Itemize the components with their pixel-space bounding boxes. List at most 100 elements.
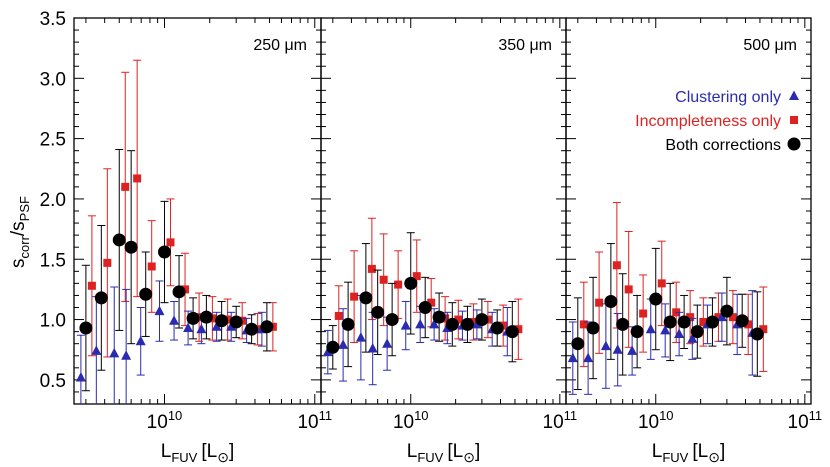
both-point (432, 310, 446, 324)
both-point (186, 311, 200, 325)
both-point (720, 304, 734, 318)
both-point (445, 317, 459, 331)
incompleteness-point (595, 298, 604, 307)
x-label-sun: ⊙ (463, 449, 475, 465)
y-tick-label: 0.5 (40, 371, 66, 392)
clustering-point (75, 371, 86, 382)
x-label-sub: FUV (417, 450, 443, 465)
y-label-sep: /s (8, 221, 29, 236)
panel-frame (320, 17, 567, 405)
x-label-unit: [L (201, 441, 217, 462)
both-point (139, 287, 153, 301)
both-point (690, 325, 704, 339)
incompleteness-point (728, 313, 737, 322)
both-point (677, 315, 691, 329)
x-tick-exp: 11 (564, 408, 578, 423)
x-tick-base: 10 (393, 412, 414, 433)
clustering-point (415, 318, 426, 329)
y-tick-label: 2.5 (40, 130, 66, 151)
x-tick-exp: 10 (168, 408, 182, 423)
panel-frame (565, 17, 812, 405)
both-point (79, 321, 93, 335)
clustering-point (600, 340, 611, 351)
panel-label: 250 μm (253, 37, 307, 54)
incompleteness-point (699, 317, 708, 326)
x-tick-label: 1010 (638, 408, 674, 433)
clustering-point (687, 333, 698, 343)
incompleteness-point (87, 281, 96, 290)
x-tick-label: 1011 (543, 408, 578, 433)
both-point (260, 320, 274, 334)
clustering-point (429, 318, 440, 329)
y-label-den-sub: PSF (17, 196, 32, 221)
legend-marker-square (790, 116, 798, 124)
clustering-point (169, 315, 180, 325)
clustering-point (338, 339, 349, 349)
both-point (630, 325, 644, 339)
both-point (505, 325, 519, 339)
panel-data (75, 59, 277, 404)
incompleteness-point (686, 313, 695, 322)
x-tick-label: 1010 (393, 408, 429, 433)
both-point (172, 285, 186, 299)
clustering-point (135, 335, 146, 346)
both-point (586, 321, 600, 335)
x-label-unit: [L (447, 441, 463, 462)
incompleteness-point (624, 285, 633, 294)
x-tick-base: 10 (788, 412, 809, 433)
y-tick-label: 3.5 (40, 9, 66, 30)
incompleteness-point (639, 309, 648, 318)
y-axis-title: scorr/sPSF (8, 196, 32, 268)
legend-marker-triangle (789, 90, 799, 100)
both-point (604, 294, 618, 308)
x-label-sun: ⊙ (708, 449, 720, 465)
x-tick-exp: 10 (414, 408, 428, 423)
both-point (341, 317, 355, 331)
x-axis-title: LFUV [L⊙] (161, 441, 234, 465)
legend: Clustering only Incompleteness only Both c… (635, 89, 801, 154)
clustering-point (645, 323, 656, 334)
x-label-close: ] (720, 441, 725, 462)
x-tick-label: 1010 (147, 408, 183, 433)
x-label-main: L (652, 441, 663, 462)
x-tick-exp: 10 (659, 408, 673, 423)
x-tick-label: 1011 (788, 408, 823, 433)
clustering-point (583, 352, 594, 363)
x-label-close: ] (475, 441, 480, 462)
svg-text:scorr/sPSF: scorr/sPSF (8, 196, 32, 268)
both-point (460, 317, 474, 331)
incompleteness-point (714, 313, 723, 322)
clustering-point (91, 345, 102, 355)
both-point (359, 291, 373, 305)
clustering-point (382, 338, 393, 348)
clustering-point (211, 321, 222, 331)
y-tick-label: 3.0 (40, 69, 66, 90)
x-tick-base: 10 (297, 412, 318, 433)
clustering-point (612, 344, 623, 354)
both-point (418, 301, 432, 314)
clustering-point (109, 347, 120, 358)
both-point (124, 240, 138, 254)
panel-data (322, 217, 523, 386)
panel-data (567, 202, 768, 395)
x-tick-base: 10 (638, 412, 659, 433)
both-point (215, 314, 229, 328)
incompleteness-point (147, 262, 156, 271)
clustering-point (660, 324, 671, 335)
incompleteness-point (454, 315, 463, 324)
both-point (326, 340, 340, 354)
x-tick-base: 10 (147, 412, 168, 433)
y-label-num-sub: corr (17, 235, 32, 258)
clustering-point (367, 343, 378, 353)
incompleteness-point (367, 264, 376, 273)
incompleteness-point (166, 238, 175, 247)
both-point (404, 276, 418, 290)
y-tick-label: 1.5 (40, 250, 66, 271)
x-axis-title: LFUV [L⊙] (652, 441, 725, 465)
incompleteness-point (744, 320, 753, 329)
clustering-point (154, 305, 165, 316)
legend-label: Both corrections (665, 137, 781, 154)
both-point (490, 321, 504, 335)
